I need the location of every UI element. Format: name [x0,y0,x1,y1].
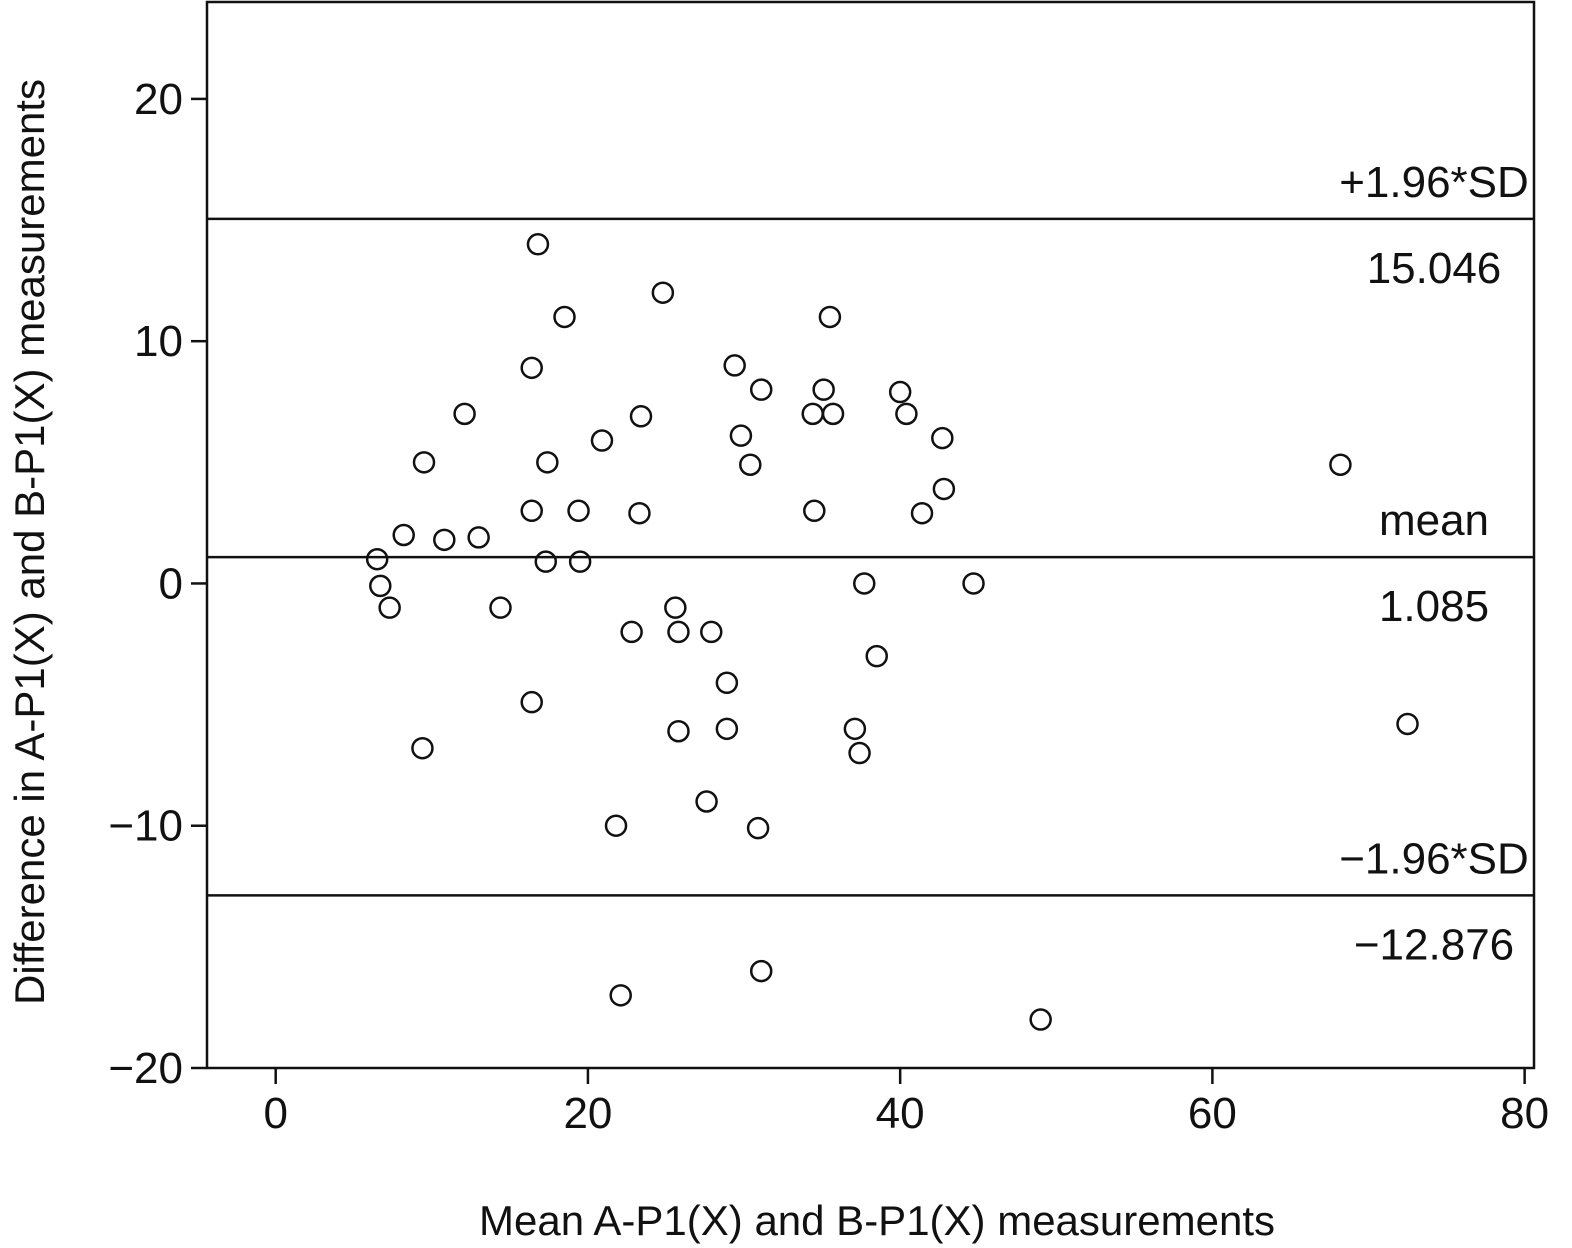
data-point [729,424,753,447]
data-point [931,426,954,450]
x-tick-label: 80 [1500,1089,1549,1138]
data-point [369,574,392,598]
y-tick-label: −10 [108,802,183,851]
data-point [821,402,845,426]
data-point [534,550,558,573]
reference-line-name: −1.96*SD [1339,834,1529,883]
data-point [1029,1008,1052,1031]
data-point [910,501,934,525]
data-point [848,741,871,765]
y-tick-label: 0 [159,559,183,608]
x-tick-label: 20 [563,1089,612,1138]
reference-line-name: +1.96*SD [1339,158,1529,207]
data-point [629,405,653,428]
data-point [1329,453,1352,476]
data-point [746,816,770,840]
x-tick-label: 40 [876,1089,925,1138]
data-point [467,526,490,549]
reference-line-value: 1.085 [1379,582,1489,631]
reference-line-value: −12.876 [1354,920,1514,969]
data-point [590,429,614,452]
data-point [664,596,687,619]
y-axis-title: Difference in A-P1(X) and B-P1(X) measur… [6,79,53,1005]
data-point [749,959,773,983]
data-point [489,596,512,619]
y-tick-label: 20 [134,75,183,124]
data-point [667,719,690,743]
data-point [628,501,651,525]
data-point [620,620,643,644]
y-tick-label: 10 [134,317,183,366]
data-point [962,572,985,595]
data-point [520,356,543,380]
data-point [526,233,550,256]
data-point [723,354,746,377]
data-point [365,547,389,571]
data-point [715,717,739,741]
data-point [749,378,773,401]
data-point [553,305,576,329]
data-point [801,402,824,426]
reference-line-name: mean [1379,496,1489,545]
x-tick-label: 60 [1188,1089,1237,1138]
data-point [700,620,723,644]
data-point [433,528,456,552]
x-tick-label: 0 [263,1089,287,1138]
x-axis-title: Mean A-P1(X) and B-P1(X) measurements [479,1197,1275,1244]
y-tick-label: −20 [108,1044,183,1093]
data-point [536,451,559,474]
data-point [567,499,590,523]
data-point [651,281,675,304]
data-point [378,596,401,619]
data-point [392,523,415,547]
data-point [932,477,956,501]
data-point [739,453,762,476]
data-point [411,736,434,760]
data-point [604,814,628,837]
data-point [812,378,835,401]
data-point [803,499,826,523]
data-point [853,572,876,595]
plot-area-frame [205,0,1536,1070]
data-point [667,620,690,644]
data-point [715,671,739,695]
data-point [1396,712,1419,736]
data-point [888,380,912,404]
data-point [843,717,867,741]
reference-line-value: 15.046 [1367,244,1502,293]
data-point [568,550,592,573]
data-point [865,644,888,668]
data-point [818,305,842,329]
data-point [895,402,918,426]
data-point [520,690,543,714]
data-point [695,790,718,813]
data-point [520,499,543,523]
data-point [412,451,436,474]
data-point [609,984,632,1007]
data-point [453,402,476,426]
